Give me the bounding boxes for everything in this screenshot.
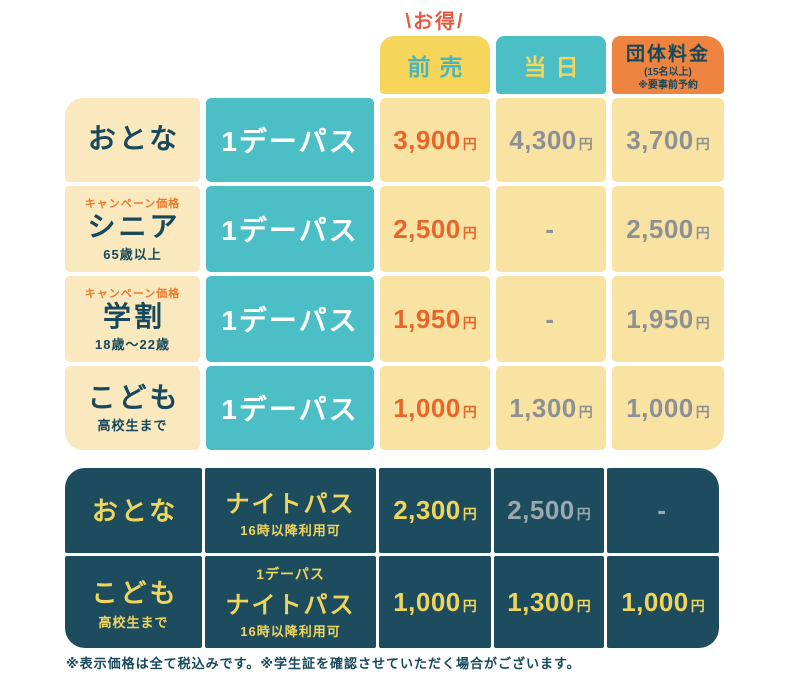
price-cell-presale: 1,000 円: [379, 556, 491, 648]
price-cell-group: -: [607, 468, 719, 553]
pass-pre-title: 1デーパス: [256, 566, 325, 582]
pass-title: 1デーパス: [221, 305, 359, 336]
footer-note: ※表示価格は全て税込みです。※学生証を確認させていただく場合がございます。: [66, 656, 581, 671]
pass-cell: 1デーパス: [206, 276, 374, 362]
campaign-label: キャンペーン価格: [84, 197, 181, 210]
day-pricing-table: 前売 当日 団体料金 (15名以上) ※要事前予約 おとな 1デーパス 3,90…: [65, 36, 724, 450]
category-note: 65歳以上: [103, 247, 162, 263]
group-header-sub1: (15名以上): [644, 66, 692, 78]
pass-title: ナイトパス: [225, 592, 356, 619]
price-cell-presale: 2,500 円: [380, 186, 490, 272]
pass-title: 1デーパス: [221, 126, 359, 157]
empty-cell: [65, 36, 200, 94]
night-pass-cell: 1デーパス ナイトパス 16時以降利用可: [205, 556, 376, 648]
price-cell-presale: 1,000 円: [380, 366, 490, 450]
price-cell-sameday: -: [496, 186, 606, 272]
category-note: 18歳〜22歳: [95, 337, 170, 353]
column-header-group: 団体料金 (15名以上) ※要事前予約: [612, 36, 724, 94]
night-category-cell-child: こども 高校生まで: [65, 556, 202, 648]
category-title: こども: [87, 381, 181, 413]
price-cell-group: 1,000 円: [607, 556, 719, 648]
price-cell-group: 1,000 円: [612, 366, 724, 450]
pass-note: 16時以降利用可: [240, 624, 341, 639]
price-cell-group: 2,500 円: [612, 186, 724, 272]
column-header-presale: 前売: [380, 36, 490, 94]
price-cell-sameday: 4,300 円: [496, 98, 606, 182]
pass-title: 1デーパス: [221, 215, 359, 246]
category-title: おとな: [91, 496, 179, 526]
category-title: おとな: [87, 123, 181, 155]
pass-title: ナイトパス: [225, 490, 356, 518]
empty-cell: [206, 36, 374, 94]
pass-cell: 1デーパス: [206, 186, 374, 272]
category-cell-child: こども 高校生まで: [65, 366, 200, 450]
category-cell-adult: おとな: [65, 98, 200, 182]
category-note: 高校生まで: [98, 615, 169, 630]
deal-badge: \お得/: [405, 11, 465, 33]
category-cell-senior: キャンペーン価格 シニア 65歳以上: [65, 186, 200, 272]
night-pricing-table: おとな ナイトパス 16時以降利用可 2,300 円 2,500 円 - こども 高…: [65, 468, 719, 648]
campaign-label: キャンペーン価格: [84, 287, 181, 300]
price-cell-group: 3,700 円: [612, 98, 724, 182]
price-cell-sameday: 1,300 円: [494, 556, 604, 648]
category-title: こども: [91, 578, 179, 608]
pass-cell: 1デーパス: [206, 366, 374, 450]
price-cell-sameday: 1,300 円: [496, 366, 606, 450]
column-header-sameday: 当日: [496, 36, 606, 94]
price-cell-presale: 1,950 円: [380, 276, 490, 362]
category-title: シニア: [87, 210, 181, 242]
category-note: 高校生まで: [97, 418, 168, 434]
group-header-sub2: ※要事前予約: [638, 79, 698, 91]
price-cell-presale: 2,300 円: [379, 468, 491, 553]
group-header-title: 団体料金: [625, 43, 710, 65]
category-title: 学割: [102, 300, 165, 332]
category-cell-student: キャンペーン価格 学割 18歳〜22歳: [65, 276, 200, 362]
night-pass-cell: ナイトパス 16時以降利用可: [205, 468, 376, 553]
price-cell-sameday: -: [496, 276, 606, 362]
pass-cell: 1デーパス: [206, 98, 374, 182]
pass-note: 16時以降利用可: [240, 522, 341, 538]
pass-title: 1デーパス: [221, 394, 359, 425]
price-cell-group: 1,950 円: [612, 276, 724, 362]
price-cell-sameday: 2,500 円: [494, 468, 604, 553]
price-cell-presale: 3,900 円: [380, 98, 490, 182]
night-category-cell-adult: おとな: [65, 468, 202, 553]
